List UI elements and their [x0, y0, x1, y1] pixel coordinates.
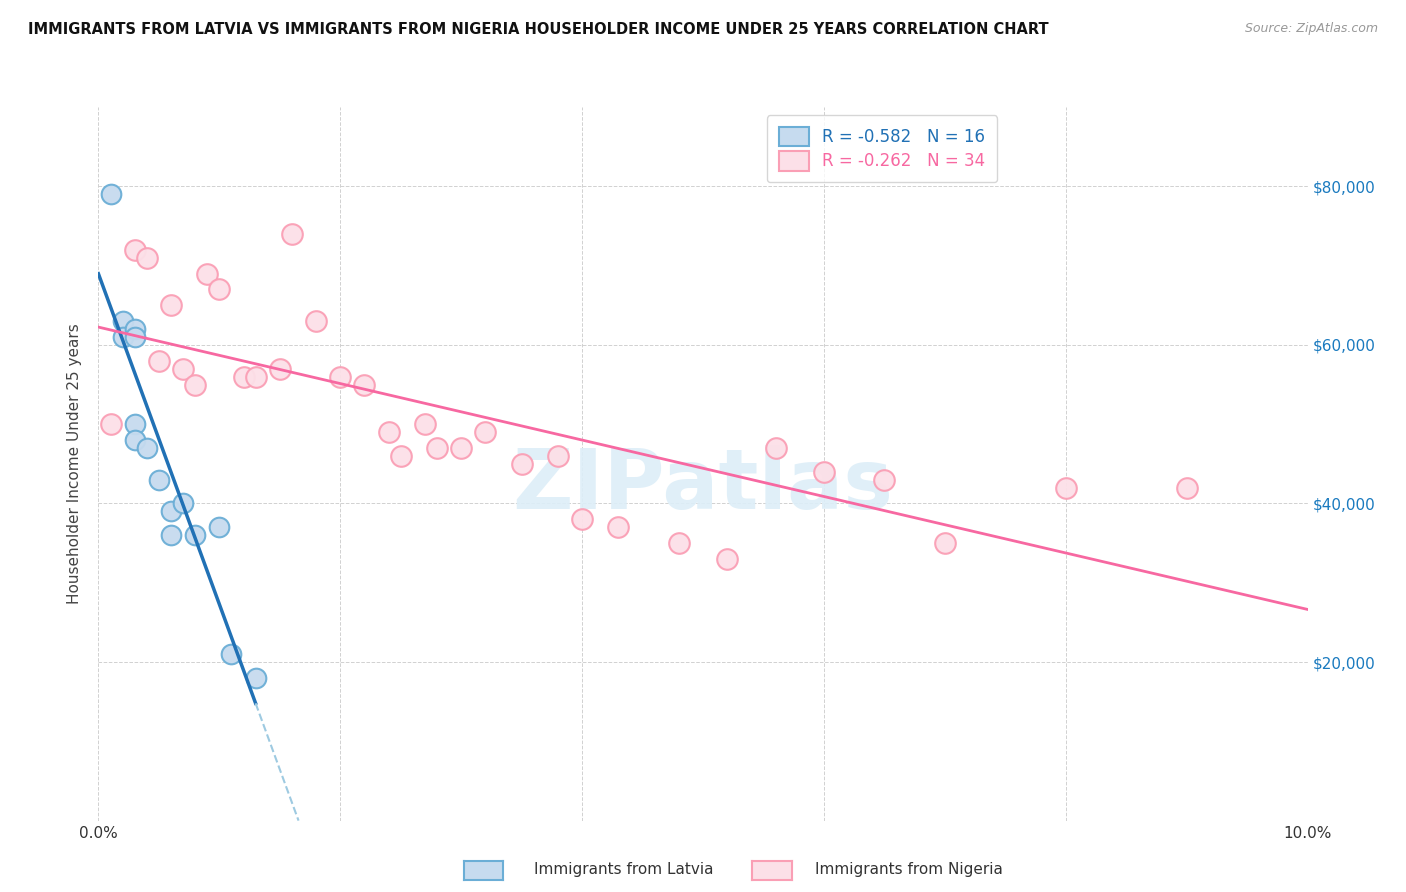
Point [716, 552, 738, 566]
Y-axis label: Householder Income Under 25 years: Householder Income Under 25 years [67, 324, 83, 604]
Point [571, 512, 593, 526]
Point [160, 298, 183, 312]
Point [668, 536, 690, 550]
Point [1175, 481, 1198, 495]
Point [329, 369, 352, 384]
Point [281, 227, 304, 241]
Point [148, 473, 170, 487]
Point [305, 314, 328, 328]
Point [221, 647, 243, 661]
Point [111, 330, 134, 344]
Point [765, 441, 787, 455]
Point [450, 441, 472, 455]
Point [172, 361, 194, 376]
Legend: R = -0.582   N = 16, R = -0.262   N = 34: R = -0.582 N = 16, R = -0.262 N = 34 [768, 115, 997, 182]
Point [124, 433, 146, 447]
Text: Source: ZipAtlas.com: Source: ZipAtlas.com [1244, 22, 1378, 36]
Point [208, 282, 231, 296]
Point [510, 457, 533, 471]
Point [124, 417, 146, 432]
Point [389, 449, 412, 463]
Point [124, 243, 146, 257]
Text: ZIPatlas: ZIPatlas [513, 445, 893, 525]
Point [245, 671, 267, 685]
Point [547, 449, 569, 463]
Text: Immigrants from Latvia: Immigrants from Latvia [534, 863, 714, 877]
Point [474, 425, 496, 439]
Point [100, 187, 122, 202]
Point [245, 369, 267, 384]
Point [124, 322, 146, 336]
Point [195, 267, 218, 281]
Point [160, 504, 183, 518]
Point [353, 377, 375, 392]
Point [184, 528, 207, 542]
Point [135, 251, 157, 265]
Point [426, 441, 449, 455]
Point [232, 369, 254, 384]
Text: Immigrants from Nigeria: Immigrants from Nigeria [815, 863, 1004, 877]
Point [208, 520, 231, 534]
Point [111, 314, 134, 328]
Point [184, 377, 207, 392]
Point [1054, 481, 1077, 495]
Point [148, 353, 170, 368]
Point [100, 417, 122, 432]
Point [160, 528, 183, 542]
Text: IMMIGRANTS FROM LATVIA VS IMMIGRANTS FROM NIGERIA HOUSEHOLDER INCOME UNDER 25 YE: IMMIGRANTS FROM LATVIA VS IMMIGRANTS FRO… [28, 22, 1049, 37]
Point [172, 496, 194, 510]
Point [873, 473, 896, 487]
Point [413, 417, 436, 432]
Point [269, 361, 291, 376]
Point [124, 330, 146, 344]
Point [607, 520, 630, 534]
Point [135, 441, 157, 455]
Point [377, 425, 399, 439]
Point [813, 465, 835, 479]
Point [934, 536, 956, 550]
